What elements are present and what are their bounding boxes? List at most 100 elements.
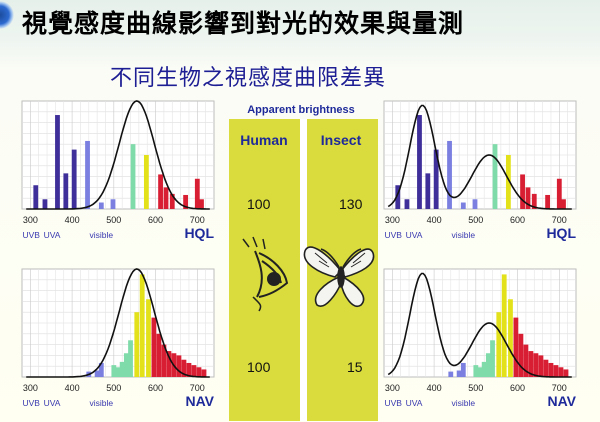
spectrum-bar <box>85 140 90 209</box>
spectrum-bar <box>130 144 136 209</box>
sensitivity-curve <box>387 272 572 378</box>
x-tick-label: 300 <box>23 383 38 393</box>
spectrum-bar <box>98 202 104 209</box>
lamp-type-label: HQL <box>546 225 576 241</box>
spectrum-bar <box>538 355 544 377</box>
slide-title: 視覺感度曲線影響到對光的效果與量測 <box>22 9 465 38</box>
x-tick-label: 400 <box>65 215 80 225</box>
band-label: UVB <box>384 398 402 408</box>
band-label: UVB <box>22 230 40 240</box>
x-tick-label: 400 <box>65 383 80 393</box>
spectrum-bar <box>111 365 117 377</box>
apparent-brightness-panel: Apparent brightness Human Insect 100 130… <box>229 104 378 421</box>
spectrum-bar <box>191 365 197 377</box>
spectrum-bar <box>460 202 466 209</box>
x-tick-label: 500 <box>106 215 121 225</box>
x-tick-label: 400 <box>427 215 442 225</box>
logo-icon <box>0 0 14 30</box>
spectrum-bar <box>176 355 182 377</box>
spectrum-bar <box>98 362 104 377</box>
spectrum-bar <box>201 369 207 377</box>
x-tick-label: 500 <box>468 383 483 393</box>
spectrum-bar <box>395 185 401 209</box>
spectrum-bar <box>447 140 452 209</box>
spectrum-bar <box>473 365 479 377</box>
band-label: visible <box>451 398 475 408</box>
sensitivity-curve <box>26 268 210 378</box>
spectrum-bar <box>433 149 439 209</box>
spectrum-bar <box>42 199 48 209</box>
spectrum-bar <box>151 317 157 377</box>
spectrum-bar <box>481 361 487 377</box>
spectrum-bar <box>492 144 498 209</box>
hql-human-value: 100 <box>247 196 271 212</box>
spectrum-bar <box>556 178 562 209</box>
spectrum-bar <box>417 115 422 209</box>
spectrum-bar <box>460 362 466 377</box>
sensitivity-curve <box>387 104 572 210</box>
x-tick-label: 300 <box>385 383 400 393</box>
chart-nav-human: 300 400 500 600 700 UVB UVA visible NAV <box>21 268 215 409</box>
spectrum-bar <box>63 173 69 209</box>
human-column-label: Human <box>240 132 287 148</box>
spectrum-bar <box>508 299 513 377</box>
spectrum-bar <box>456 370 462 377</box>
lamp-type-label: NAV <box>185 393 214 409</box>
spectrum-bar <box>425 173 431 209</box>
x-tick-label: 300 <box>23 215 38 225</box>
spectrum-bar <box>525 187 531 209</box>
spectrum-bar <box>501 274 507 377</box>
spectrum-bar <box>161 344 167 377</box>
spectrum-bar <box>169 193 175 209</box>
spectrum-bar <box>194 178 200 209</box>
human-eye-icon <box>242 236 289 312</box>
spectrum-bar <box>505 155 511 209</box>
panel-divider <box>300 119 307 421</box>
x-tick-label: 700 <box>190 383 205 393</box>
x-tick-label: 700 <box>190 215 205 225</box>
band-label: visible <box>89 230 113 240</box>
spectrum-bar <box>548 362 554 377</box>
x-tick-label: 600 <box>510 215 525 225</box>
slide-subtitle: 不同生物之視感度曲限差異 <box>110 66 387 91</box>
hql-insect-value: 130 <box>339 196 363 212</box>
band-label: visible <box>451 230 475 240</box>
spectrum-bar <box>94 370 100 377</box>
x-tick-label: 700 <box>552 383 567 393</box>
x-tick-label: 400 <box>427 383 442 393</box>
spectrum-bar <box>156 333 162 377</box>
spectrum-bar <box>520 174 525 209</box>
x-tick-label: 500 <box>106 383 121 393</box>
spectrum-bar <box>545 194 551 209</box>
spectrum-bar <box>119 361 125 377</box>
spectrum-bar <box>128 340 133 377</box>
spectrum-bar <box>123 353 129 377</box>
spectrum-bar <box>477 367 483 377</box>
spectrum-bar <box>186 362 192 377</box>
spectrum-bar <box>139 274 145 377</box>
chart-hql-insect: 300 400 500 600 700 UVB UVA visible HQL <box>383 100 577 241</box>
spectrum-bar <box>472 199 478 209</box>
chart-hql-human: 300 400 500 600 700 UVB UVA visible HQL <box>21 100 215 241</box>
sensitivity-curve <box>26 100 210 210</box>
spectrum-bar <box>543 359 549 377</box>
spectrum-bar <box>199 199 204 209</box>
spectrum-bar <box>490 340 495 377</box>
spectrum-bar <box>496 312 502 377</box>
spectrum-bar <box>163 187 169 209</box>
spectrum-bar <box>158 174 163 209</box>
spectrum-bar <box>146 299 151 377</box>
band-label: UVA <box>44 230 61 240</box>
band-label: visible <box>89 398 113 408</box>
spectrum-bar <box>404 199 410 209</box>
spectrum-bar <box>115 367 121 377</box>
spectrum-bar <box>523 344 529 377</box>
spectrum-bar <box>183 194 189 209</box>
spectrum-bar <box>181 359 187 377</box>
spectrum-bar <box>558 367 564 377</box>
x-tick-label: 300 <box>385 215 400 225</box>
band-label: UVB <box>384 230 402 240</box>
spectrum-bar <box>196 367 202 377</box>
spectrum-bar <box>531 193 537 209</box>
moth-icon <box>303 246 375 308</box>
